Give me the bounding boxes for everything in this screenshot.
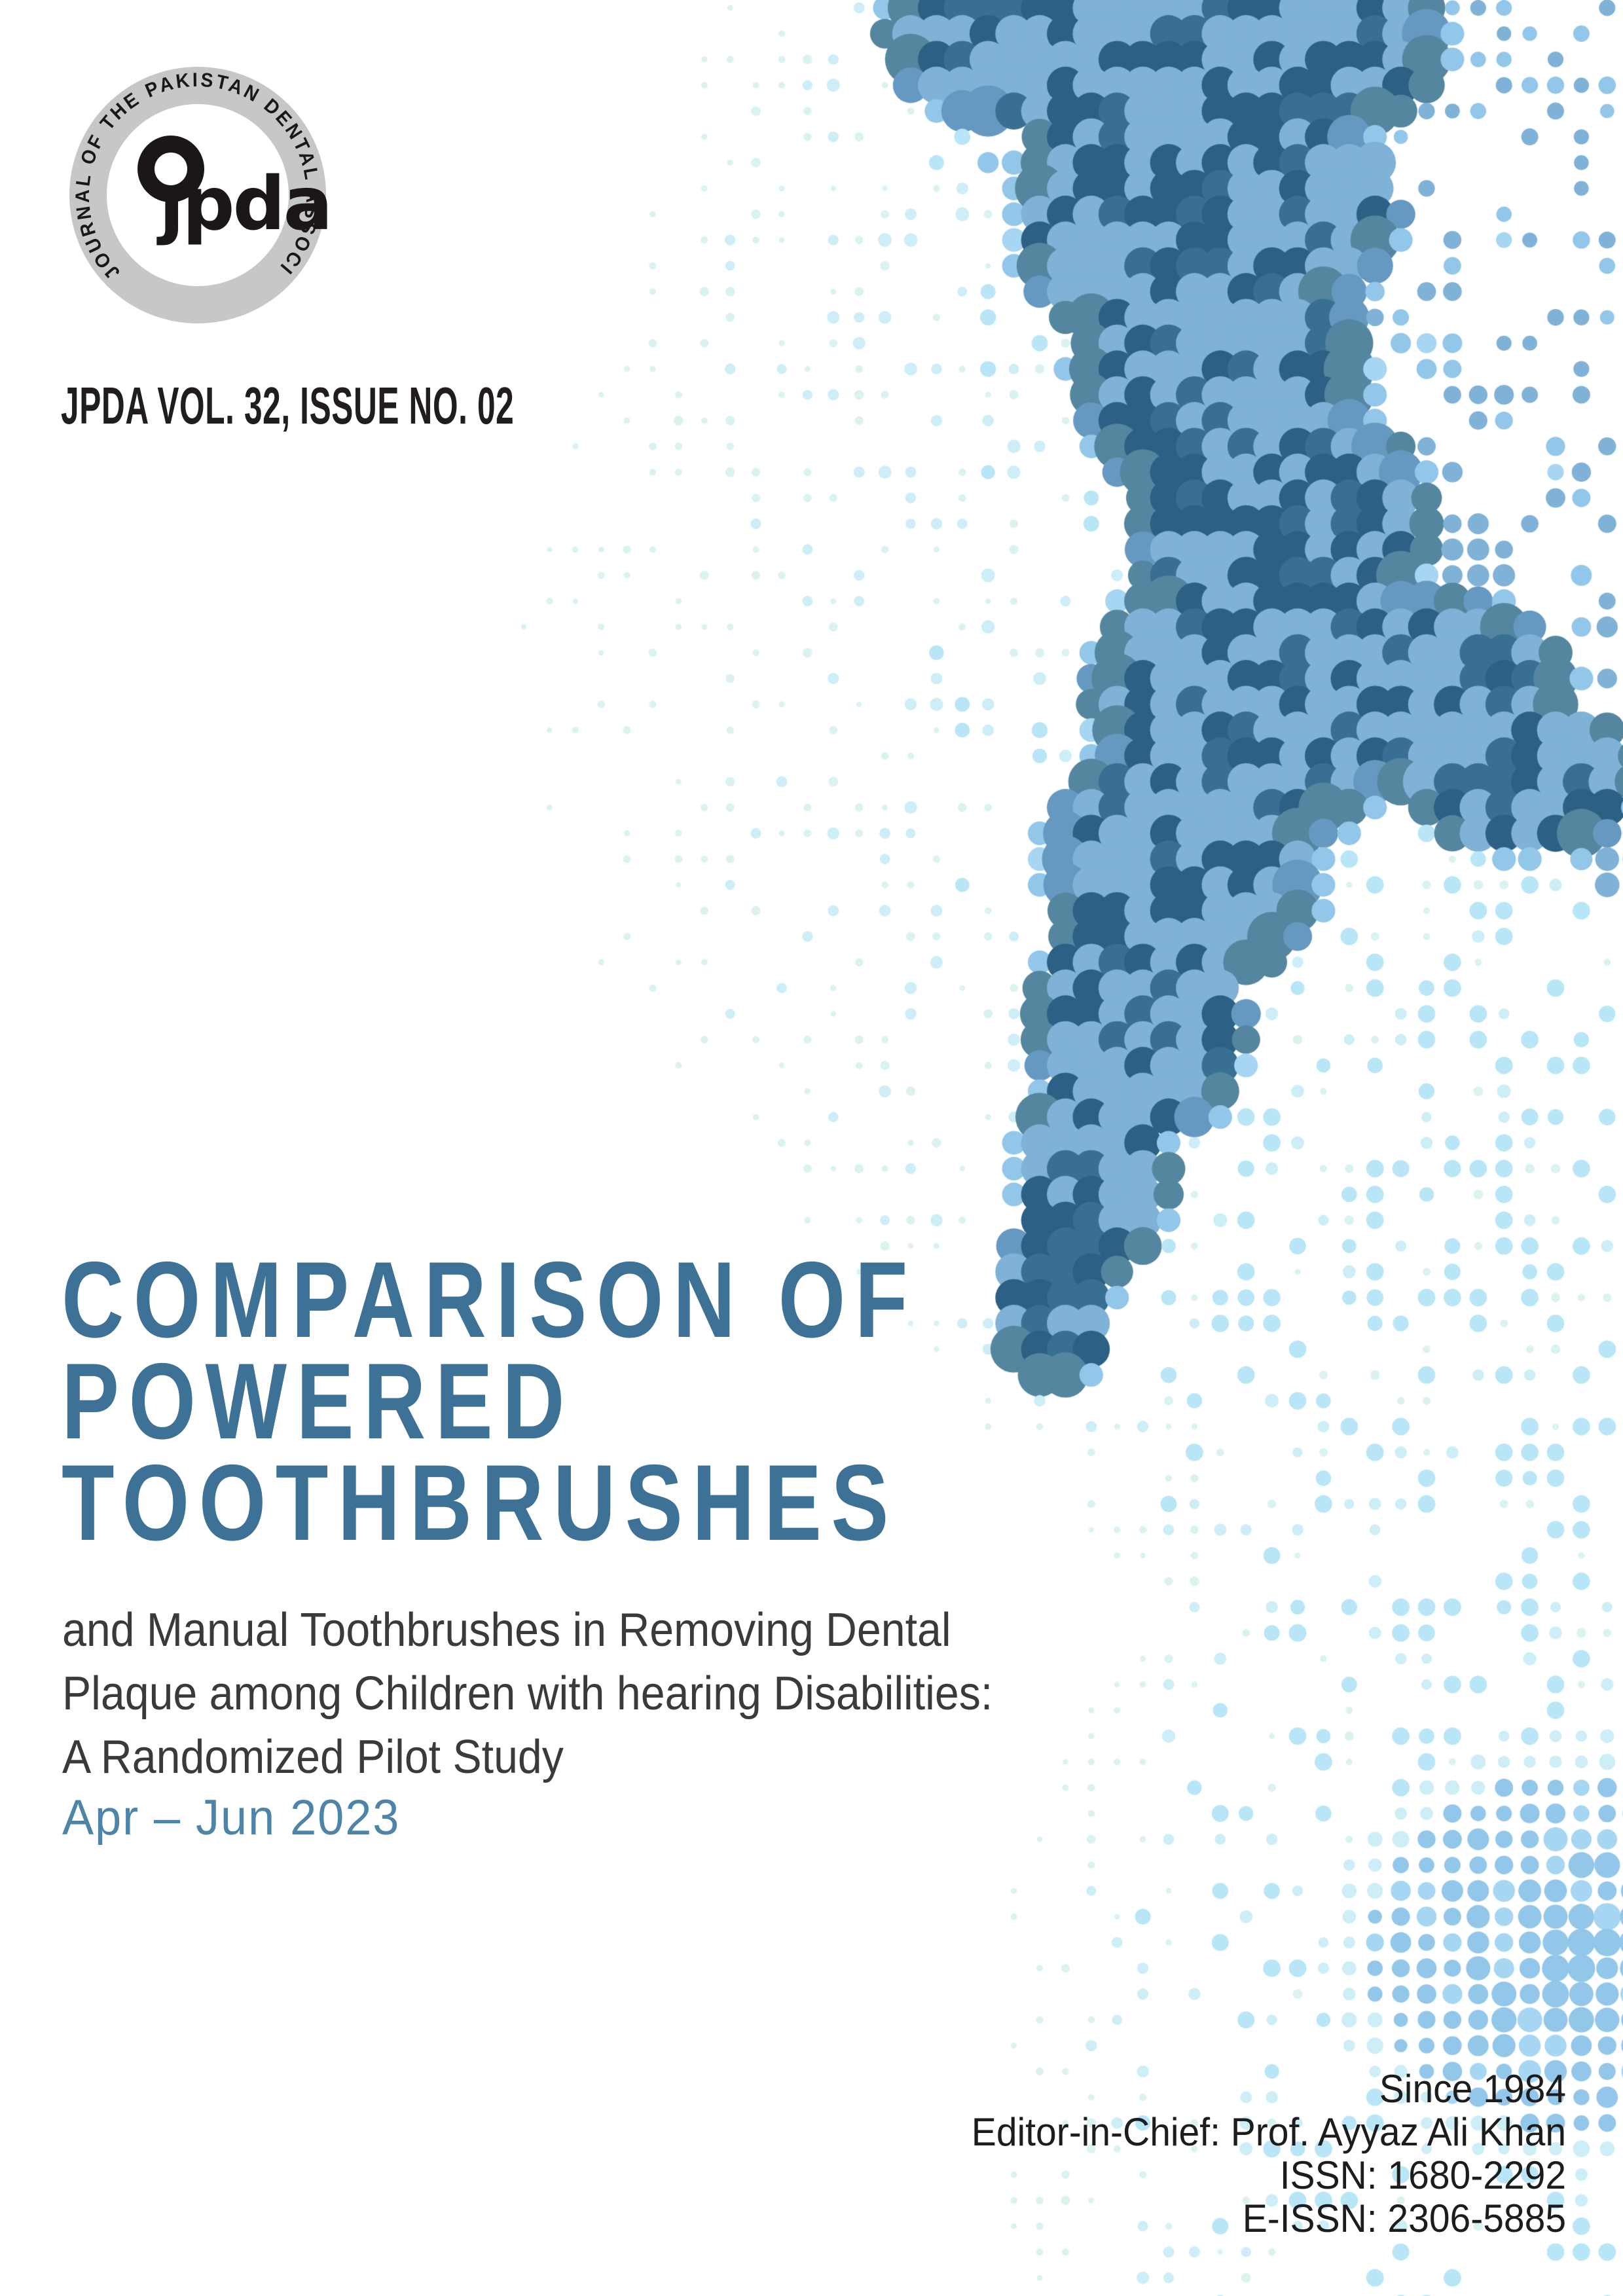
- subtitle-line-3: A Randomized Pilot Study: [62, 1731, 564, 1783]
- logo-ring-icon: [137, 136, 204, 202]
- title-line-2: POWERED: [62, 1341, 574, 1461]
- footer-credits: Since 1984 Editor-in-Chief: Prof. Ayyaz …: [972, 2068, 1566, 2240]
- volume-issue-line: JPDA VOL. 32, ISSUE NO. 02: [61, 376, 515, 435]
- issue-date: Apr – Jun 2023: [62, 1790, 401, 1846]
- subtitle-line-1: and Manual Toothbrushes in Removing Dent…: [62, 1604, 951, 1656]
- cover-title: COMPARISON OF POWERED TOOTHBRUSHES: [62, 1239, 1131, 1563]
- jpda-logo: JOURNAL OF THE PAKISTAN DENTAL ASSOCIATI…: [56, 62, 331, 323]
- footer-since: Since 1984: [1379, 2067, 1566, 2111]
- footer-issn: ISSN: 1680-2292: [1279, 2153, 1566, 2197]
- cover-subtitle: and Manual Toothbrushes in Removing Dent…: [62, 1599, 1074, 1789]
- subtitle-line-2: Plaque among Children with hearing Disab…: [62, 1667, 993, 1720]
- footer-eissn: E-ISSN: 2306-5885: [1242, 2196, 1566, 2240]
- footer-editor: Editor-in-Chief: Prof. Ayyaz Ali Khan: [971, 2110, 1566, 2154]
- logo-monogram: ȷpda: [156, 162, 331, 247]
- title-line-1: COMPARISON OF: [62, 1239, 917, 1360]
- title-line-3: TOOTHBRUSHES: [62, 1442, 898, 1563]
